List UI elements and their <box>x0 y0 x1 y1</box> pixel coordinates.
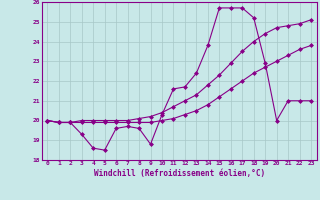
X-axis label: Windchill (Refroidissement éolien,°C): Windchill (Refroidissement éolien,°C) <box>94 169 265 178</box>
